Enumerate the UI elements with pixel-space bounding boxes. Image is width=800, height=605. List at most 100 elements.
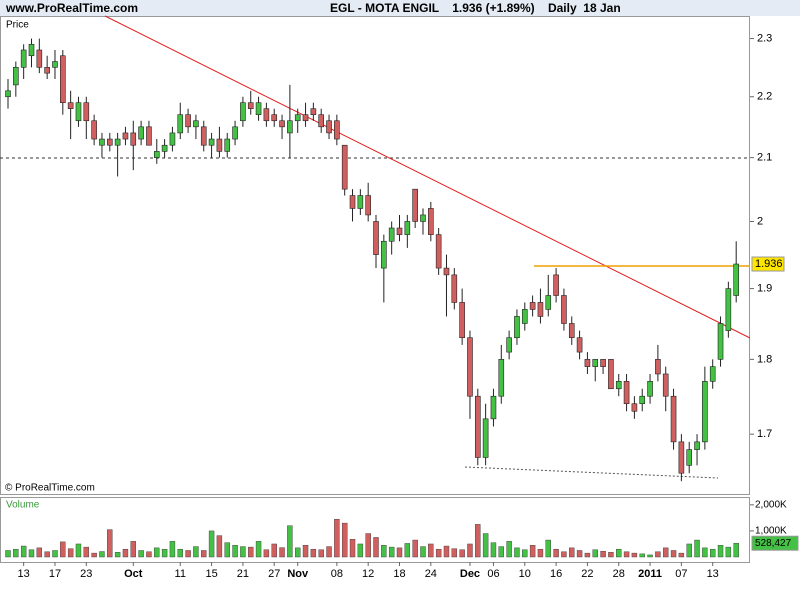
volume-bar bbox=[396, 547, 403, 558]
x-tick-label: 13 bbox=[707, 568, 719, 580]
candle-body bbox=[240, 102, 246, 122]
candle-body bbox=[420, 214, 426, 222]
x-tick-label: 27 bbox=[268, 568, 280, 580]
volume-bar bbox=[490, 542, 497, 558]
candle-body bbox=[287, 120, 293, 134]
volume-bar bbox=[318, 549, 324, 558]
candle-body bbox=[428, 208, 434, 235]
source-label: © ProRealTime.com bbox=[5, 483, 95, 494]
y-tick-label: 2.2 bbox=[757, 91, 772, 103]
volume-bar bbox=[240, 546, 246, 558]
volume-bar bbox=[506, 541, 512, 558]
candle-body bbox=[200, 126, 207, 146]
volume-bar bbox=[435, 548, 442, 558]
volume-bar bbox=[20, 545, 27, 558]
volume-bar bbox=[561, 551, 567, 558]
candle-body bbox=[122, 132, 129, 140]
candle-body bbox=[537, 302, 544, 317]
volume-bar bbox=[357, 543, 364, 558]
candle-body bbox=[576, 337, 583, 353]
x-tick-label: 07 bbox=[675, 568, 687, 580]
candle-body bbox=[459, 302, 465, 339]
candle-body bbox=[553, 274, 559, 296]
candle-body bbox=[529, 302, 536, 310]
x-tick-label: 12 bbox=[362, 568, 374, 580]
x-tick-label: 28 bbox=[613, 568, 625, 580]
volume-bar bbox=[616, 548, 622, 558]
volume-bar bbox=[232, 545, 238, 558]
volume-bar bbox=[185, 550, 191, 558]
volume-bar bbox=[702, 547, 708, 558]
volume-bar bbox=[271, 543, 277, 558]
candle-body bbox=[28, 43, 35, 57]
volume-bar bbox=[248, 546, 254, 558]
volume-bar bbox=[647, 554, 653, 558]
candle-body bbox=[568, 323, 575, 339]
candle-body bbox=[60, 55, 66, 103]
volume-bar bbox=[522, 549, 528, 558]
candle-body bbox=[498, 359, 505, 397]
x-tick-label: 15 bbox=[205, 568, 217, 580]
candle-body bbox=[83, 102, 90, 122]
candle-body bbox=[396, 227, 403, 235]
volume-bar bbox=[725, 546, 732, 558]
volume-bar bbox=[388, 546, 395, 558]
candle-body bbox=[247, 102, 254, 109]
price-tag bbox=[751, 256, 785, 272]
x-tick-label: 13 bbox=[18, 568, 30, 580]
candle-body bbox=[232, 126, 238, 140]
volume-bar bbox=[475, 524, 481, 558]
volume-bar bbox=[365, 533, 371, 558]
volume-bar bbox=[694, 539, 700, 558]
volume-bar bbox=[161, 548, 168, 558]
trendline bbox=[104, 15, 751, 339]
volume-bar bbox=[13, 548, 19, 558]
candle-body bbox=[584, 359, 591, 367]
volume-bar bbox=[373, 537, 379, 558]
candle-body bbox=[67, 102, 74, 109]
candle-body bbox=[208, 138, 215, 146]
x-tick-label: 23 bbox=[80, 568, 92, 580]
candle-body bbox=[302, 114, 309, 122]
volume-bar bbox=[310, 548, 317, 558]
candle-body bbox=[451, 274, 458, 303]
x-tick-label: Oct bbox=[124, 568, 143, 580]
y-tick-label: 2.3 bbox=[757, 32, 772, 44]
x-tick-label: 24 bbox=[425, 568, 437, 580]
volume-bar bbox=[553, 548, 559, 558]
y-tick-label: 1.7 bbox=[757, 428, 772, 440]
candle-body bbox=[717, 323, 724, 360]
price-panel bbox=[0, 16, 750, 495]
candle-body bbox=[75, 102, 82, 122]
candle-body bbox=[130, 132, 137, 146]
volume-tag bbox=[751, 535, 799, 551]
candle-body bbox=[318, 114, 325, 128]
volume-bar bbox=[5, 550, 11, 558]
volume-bar bbox=[608, 552, 614, 558]
volume-bar bbox=[177, 548, 183, 558]
header-bar bbox=[0, 0, 800, 16]
candle-body bbox=[153, 151, 160, 158]
volume-bar bbox=[663, 547, 669, 558]
volume-bar bbox=[569, 547, 575, 558]
volume-bar bbox=[28, 549, 35, 558]
candle-body bbox=[474, 395, 481, 458]
candle-body bbox=[91, 120, 97, 140]
volume-bar bbox=[169, 541, 176, 558]
candle-body bbox=[294, 114, 301, 122]
volume-bar bbox=[107, 529, 113, 558]
volume-bar bbox=[592, 549, 598, 558]
volume-bar bbox=[44, 551, 50, 558]
candle-body bbox=[561, 295, 567, 324]
volume-bar bbox=[216, 535, 223, 558]
candle-body bbox=[52, 61, 58, 68]
y-tick-label: 1,000K bbox=[755, 526, 787, 537]
volume-bar bbox=[623, 551, 630, 558]
volume-bar bbox=[545, 539, 551, 558]
panel-label: Volume bbox=[6, 500, 40, 511]
x-tick-label: 10 bbox=[519, 568, 531, 580]
candle-body bbox=[521, 309, 528, 324]
volume-bar bbox=[295, 547, 301, 558]
candle-body bbox=[5, 90, 11, 98]
candle-body bbox=[13, 67, 19, 86]
